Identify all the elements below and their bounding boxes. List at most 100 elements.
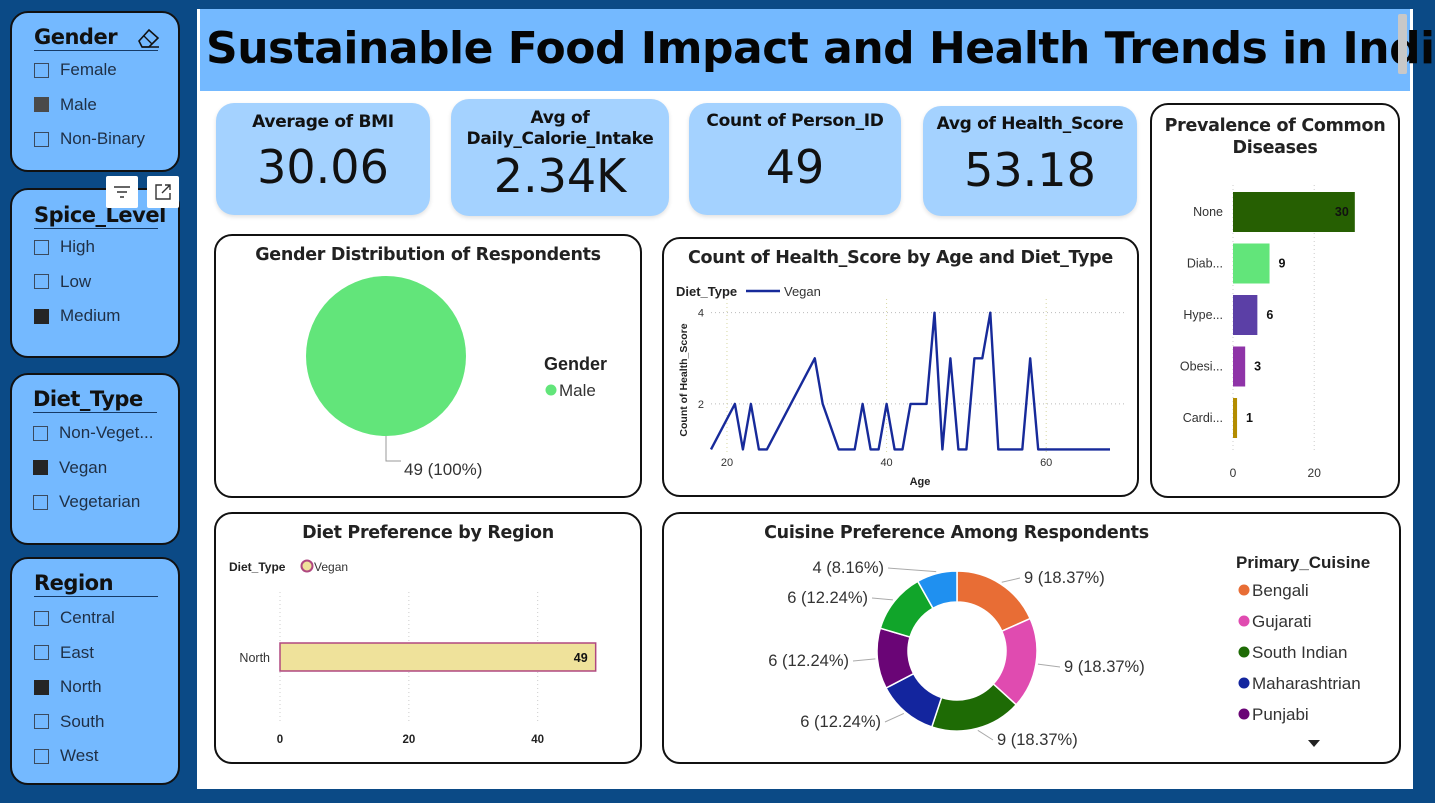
health-chart-title: Count of Health_Score by Age and Diet_Ty…	[688, 248, 1113, 268]
title-bar: Sustainable Food Impact and Health Trend…	[200, 9, 1435, 91]
checkbox[interactable]	[34, 645, 49, 661]
slicer-item-label: Non-Binary	[60, 129, 146, 149]
kpi-average-bmi: Average of BMI 30.06	[216, 103, 430, 215]
line-y-tick-label: 4	[698, 308, 704, 320]
slicer-item[interactable]: South	[34, 705, 115, 740]
disease-x-tick-label: 20	[1308, 466, 1322, 480]
kpi-calorie-label-2: Daily_Calorie_Intake	[466, 129, 654, 149]
legend-scroll-down-icon	[1308, 740, 1320, 747]
focus-mode-icon[interactable]	[147, 176, 179, 208]
line-x-tick-label: 60	[1040, 457, 1052, 469]
disease-category-label: Hype...	[1183, 308, 1223, 322]
slicer-item-label: Female	[60, 60, 117, 80]
donut-data-label: 4 (8.16%)	[812, 559, 884, 577]
eraser-icon[interactable]	[135, 27, 161, 49]
checkbox[interactable]	[34, 308, 49, 324]
slicer-item[interactable]: Non-Veget...	[33, 416, 154, 451]
region-legend-label: Vegan	[314, 560, 348, 574]
checkbox[interactable]	[34, 97, 49, 113]
slicer-item[interactable]: Vegetarian	[33, 485, 154, 520]
slicer-spice-level: Spice_Level High Low Medium	[10, 188, 180, 358]
cuisine-legend-label: Maharashtrian	[1252, 674, 1361, 693]
donut-leader-line	[1001, 577, 1021, 583]
slicer-item[interactable]: Central	[34, 601, 115, 636]
cuisine-legend-marker	[1238, 646, 1250, 658]
checkbox[interactable]	[34, 714, 49, 730]
donut-leader-line	[1037, 663, 1061, 668]
disease-bar	[1233, 243, 1270, 284]
checkbox[interactable]	[34, 679, 49, 695]
slicer-item[interactable]: Low	[34, 265, 120, 300]
slicer-item[interactable]: Medium	[34, 299, 120, 334]
line-x-tick-label: 20	[721, 457, 733, 469]
line-y-tick-label: 2	[698, 399, 704, 411]
slicer-item[interactable]: North	[34, 670, 115, 705]
slicer-diet-type: Diet_Type Non-Veget... Vegan Vegetarian	[10, 373, 180, 545]
gender-pie-chart[interactable]: 49 (100%) Gender Male	[216, 236, 640, 496]
donut-data-label: 6 (12.24%)	[768, 652, 849, 670]
slicer-item[interactable]: West	[34, 739, 115, 774]
slicer-item[interactable]: Non-Binary	[34, 122, 145, 157]
donut-leader-line	[871, 597, 893, 601]
slicer-gender-items: Female Male Non-Binary	[34, 53, 145, 157]
checkbox[interactable]	[33, 460, 48, 476]
line-x-tick-label: 40	[880, 457, 892, 469]
scrollbar-thumb[interactable]	[1398, 14, 1407, 74]
legend-marker-male	[545, 384, 557, 396]
donut-leader-line	[884, 712, 905, 723]
checkbox[interactable]	[34, 748, 49, 764]
health-line-chart[interactable]: Diet_Type Vegan Age Count of Health_Scor…	[664, 239, 1137, 495]
card-diet-by-region: Diet Preference by Region Diet_Type Vega…	[214, 512, 642, 764]
disease-category-label: Diab...	[1187, 257, 1223, 271]
slicer-item[interactable]: High	[34, 230, 120, 265]
cuisine-donut-chart[interactable]: Primary_Cuisine 9 (18.37%) 9 (18.37%) 9 (1…	[664, 514, 1399, 762]
slicer-diet-items: Non-Veget... Vegan Vegetarian	[33, 416, 154, 520]
kpi-avg-calorie: Avg of Daily_Calorie_Intake 2.34K	[451, 99, 669, 216]
slicer-item[interactable]: Vegan	[33, 451, 154, 486]
slicer-spice-items: High Low Medium	[34, 230, 120, 334]
slicer-item[interactable]: Male	[34, 88, 145, 123]
region-x-tick-label: 0	[277, 734, 283, 746]
region-legend-title: Diet_Type	[229, 560, 286, 574]
disease-category-label: Obesi...	[1180, 360, 1223, 374]
donut-leader-line	[887, 567, 937, 573]
cuisine-legend-title: Primary_Cuisine	[1236, 553, 1370, 572]
disease-bar-chart[interactable]: 0 20 None 30 Diab... 9 Hype... 6 Obesi... 3 Cardi.…	[1152, 105, 1398, 496]
disease-value-label: 3	[1254, 360, 1261, 374]
disease-bar	[1233, 192, 1355, 232]
checkbox[interactable]	[34, 62, 49, 78]
slicer-item[interactable]: Female	[34, 53, 145, 88]
slicer-region: Region Central East North South West	[10, 557, 180, 785]
slicer-item-label: Medium	[60, 306, 121, 326]
checkbox[interactable]	[34, 610, 49, 626]
card-health-score-line: Count of Health_Score by Age and Diet_Ty…	[662, 237, 1139, 497]
checkbox[interactable]	[33, 494, 48, 510]
region-value-label: 49	[574, 651, 588, 665]
region-bar-chart[interactable]: Diet_Type Vegan 0 20 40 North 49	[216, 514, 640, 762]
disease-x-tick-label: 0	[1230, 466, 1237, 480]
region-category-label: North	[239, 651, 270, 665]
disease-chart-title-1: Prevalence of Common	[1164, 116, 1386, 136]
kpi-calorie-value: 2.34K	[493, 149, 627, 203]
slicer-item-label: South	[60, 711, 105, 731]
disease-bar	[1233, 346, 1246, 387]
line-series-vegan	[709, 311, 1110, 451]
cuisine-legend-marker	[1238, 677, 1250, 689]
kpi-count-person: Count of Person_ID 49	[689, 103, 901, 215]
filter-icon[interactable]	[106, 176, 138, 208]
slicer-region-items: Central East North South West	[34, 601, 115, 774]
checkbox[interactable]	[34, 274, 49, 290]
kpi-count-value: 49	[765, 140, 825, 194]
donut-data-label: 6 (12.24%)	[787, 589, 868, 607]
slicer-item-label: Central	[60, 608, 115, 628]
card-cuisine-preference: Cuisine Preference Among Respondents Pri…	[662, 512, 1401, 764]
disease-category-label: None	[1193, 205, 1223, 219]
slicer-item-label: North	[60, 677, 102, 697]
checkbox[interactable]	[34, 131, 49, 147]
checkbox[interactable]	[34, 239, 49, 255]
pie-data-label-male: 49 (100%)	[404, 460, 482, 479]
slicer-region-title: Region	[34, 571, 158, 597]
slicer-item[interactable]: East	[34, 636, 115, 671]
checkbox[interactable]	[33, 425, 48, 441]
donut-data-label: 6 (12.24%)	[800, 713, 881, 731]
